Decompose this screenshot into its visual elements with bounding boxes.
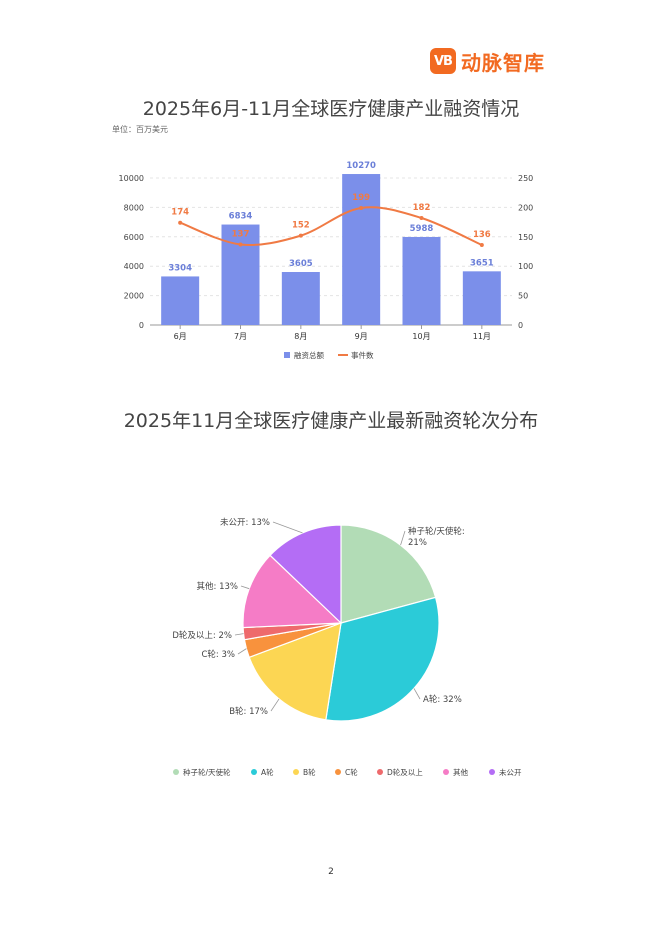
pie-label: 21% <box>408 538 427 548</box>
legend-label: 其他 <box>453 767 468 777</box>
event-count-point <box>359 205 364 210</box>
bar <box>161 276 200 325</box>
pie-label-leader <box>413 688 421 700</box>
bar-value-label: 10270 <box>346 161 376 171</box>
x-tick-label: 11月 <box>473 332 491 341</box>
legend-swatch <box>251 769 257 775</box>
pie-label-leader <box>272 521 303 534</box>
bar-chart-title: 2025年6月-11月全球医疗健康产业融资情况 <box>142 98 520 120</box>
y-right-tick-label: 250 <box>518 174 533 183</box>
legend-label: A轮 <box>261 767 274 777</box>
y-right-tick-label: 150 <box>518 233 533 242</box>
legend-swatch <box>377 769 383 775</box>
brand-mark: VB <box>430 48 456 74</box>
y-left-tick-label: 0 <box>139 321 144 330</box>
pie-slice <box>248 622 342 721</box>
pie-label: D轮及以上: 2% <box>172 630 232 641</box>
event-count-point <box>298 233 303 238</box>
page-number: 2 <box>328 867 334 877</box>
legend-label: D轮及以上 <box>387 767 423 777</box>
line-value-label: 182 <box>413 203 431 213</box>
bar <box>402 236 441 325</box>
pie-label: 其他: 13% <box>197 581 238 592</box>
bar-value-label: 3651 <box>470 258 494 268</box>
legend-label: C轮 <box>345 767 358 777</box>
pie-label-leader <box>234 633 244 636</box>
bar-line-chart: 0 2000 4000 6000 8000 10000 0 50 100 150 200 250 330… <box>119 161 534 360</box>
legend-label-funding: 融资总额 <box>294 350 324 360</box>
pie-label: 未公开: 13% <box>220 517 270 528</box>
bar-chart-unit: 单位：百万美元 <box>112 125 168 134</box>
pie-slice <box>242 554 343 629</box>
pie-label: C轮: 3% <box>202 649 236 660</box>
bar-value-label: 6834 <box>229 212 253 222</box>
line-value-label: 199 <box>352 193 370 203</box>
legend-label: 种子轮/天使轮 <box>183 767 231 777</box>
bar <box>462 271 501 325</box>
y-left-tick-label: 10000 <box>119 174 144 183</box>
y-left-tick-label: 6000 <box>124 233 144 242</box>
pie-slice <box>269 524 342 625</box>
bar <box>281 272 320 325</box>
bar-value-label: 3605 <box>289 259 313 269</box>
line-value-label: 136 <box>473 230 491 240</box>
event-count-point <box>479 243 484 248</box>
brand-logo: VB 动脉智库 <box>430 46 545 76</box>
legend-swatch <box>293 769 299 775</box>
event-count-point <box>178 220 183 225</box>
x-tick-label: 6月 <box>174 332 187 341</box>
event-count-point <box>238 242 243 247</box>
bar <box>342 174 381 325</box>
pie-label-leader <box>270 698 280 712</box>
y-left-tick-label: 8000 <box>124 203 144 212</box>
pie-chart-title: 2025年11月全球医疗健康产业最新融资轮次分布 <box>123 410 539 432</box>
legend-label: B轮 <box>303 767 316 777</box>
legend-swatch <box>335 769 341 775</box>
y-left-tick-label: 2000 <box>124 292 144 301</box>
bar-value-label: 3304 <box>168 263 192 273</box>
y-right-tick-label: 200 <box>518 203 533 212</box>
pie-label: 种子轮/天使轮: <box>408 526 465 537</box>
legend-label-events: 事件数 <box>351 350 374 360</box>
bar-value-label: 5988 <box>410 224 434 234</box>
legend-label: 未公开 <box>499 767 522 777</box>
brand-name: 动脉智库 <box>461 50 545 75</box>
pie-label: B轮: 17% <box>229 706 268 717</box>
event-count-point <box>419 215 424 220</box>
line-value-label: 152 <box>292 221 310 231</box>
y-right-tick-label: 100 <box>518 262 533 271</box>
event-count-line <box>179 206 483 246</box>
y-left-tick-label: 4000 <box>124 262 144 271</box>
legend-swatch <box>443 769 449 775</box>
pie-label: A轮: 32% <box>423 694 462 705</box>
legend-swatch <box>489 769 495 775</box>
line-value-label: 137 <box>232 229 250 239</box>
pie-label-leader <box>400 530 406 546</box>
legend-swatch <box>173 769 179 775</box>
y-right-tick-label: 0 <box>518 321 523 330</box>
line-value-label: 174 <box>171 208 189 218</box>
x-tick-label: 10月 <box>412 332 430 341</box>
pie-label-leader <box>240 585 250 590</box>
x-tick-label: 8月 <box>294 332 307 341</box>
x-tick-label: 9月 <box>355 332 368 341</box>
legend-swatch-funding <box>284 352 290 358</box>
pie-label-leader <box>237 648 247 655</box>
x-tick-label: 7月 <box>234 332 247 341</box>
y-right-tick-label: 50 <box>518 292 528 301</box>
